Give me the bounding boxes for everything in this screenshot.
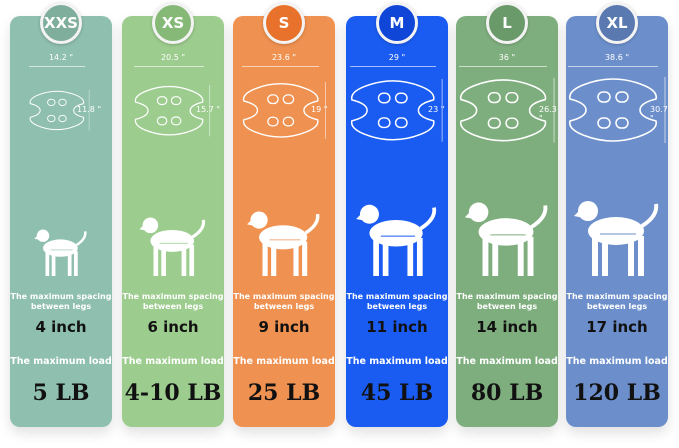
dog-silhouette-icon bbox=[574, 201, 659, 276]
size-badge: XXS bbox=[40, 2, 82, 44]
dog-silhouette-icon bbox=[356, 204, 437, 276]
load-label: The maximum load bbox=[10, 356, 112, 367]
load-value: 45 LB bbox=[360, 380, 434, 406]
load-label: The maximum load bbox=[346, 356, 448, 367]
width-dimension-line bbox=[134, 66, 204, 67]
size-badge: S bbox=[263, 2, 305, 44]
harness-height-label: 11.8 " bbox=[77, 105, 102, 114]
spacing-value: 14 inch bbox=[476, 318, 538, 336]
harness-outline-icon bbox=[242, 82, 326, 139]
load-value: 4-10 LB bbox=[124, 380, 222, 406]
load-label: The maximum load bbox=[566, 356, 668, 367]
harness-height-label: 19 " bbox=[311, 105, 328, 114]
width-dimension-line bbox=[459, 66, 547, 67]
load-label: The maximum load bbox=[233, 356, 335, 367]
size-badge: XL bbox=[596, 2, 638, 44]
width-dimension-line bbox=[568, 66, 658, 67]
width-dimension-line bbox=[242, 66, 319, 67]
width-dimension-line bbox=[29, 66, 85, 67]
spacing-label: The maximum spacing between legs bbox=[233, 292, 335, 311]
harness-width-label: 36 " bbox=[498, 53, 516, 62]
load-value: 25 LB bbox=[247, 380, 321, 406]
size-card-xs: XS 20.5 " 15.7 " The maximum spacing bet… bbox=[122, 2, 224, 427]
dog-silhouette-icon bbox=[247, 211, 320, 276]
harness-height-label: 30.7 " bbox=[650, 105, 668, 123]
harness-width-label: 20.5 " bbox=[160, 53, 186, 62]
spacing-label: The maximum spacing between legs bbox=[10, 292, 112, 311]
load-value: 5 LB bbox=[32, 380, 90, 406]
dog-silhouette-icon bbox=[34, 229, 87, 276]
harness-outline-icon bbox=[459, 78, 555, 143]
load-label: The maximum load bbox=[122, 356, 224, 367]
harness-width-label: 38.6 " bbox=[604, 53, 630, 62]
size-card-xl: XL 38.6 " 30.7 " The maximum spacing bet… bbox=[566, 2, 668, 427]
harness-width-label: 14.2 " bbox=[48, 53, 74, 62]
load-label: The maximum load bbox=[456, 356, 558, 367]
width-dimension-line bbox=[350, 66, 436, 67]
size-card-l: L 36 " 26.3 " The maximum spacing betwee… bbox=[456, 2, 558, 427]
harness-height-label: 26.3 " bbox=[539, 105, 557, 123]
spacing-value: 6 inch bbox=[147, 318, 199, 336]
size-badge: XS bbox=[152, 2, 194, 44]
size-badge: M bbox=[376, 2, 418, 44]
size-card-s: S 23.6 " 19 " The maximum spacing betwee… bbox=[233, 2, 335, 427]
dog-silhouette-icon bbox=[139, 217, 206, 276]
harness-outline-icon bbox=[134, 85, 211, 137]
harness-height-label: 15.7 " bbox=[196, 105, 221, 114]
size-badge: L bbox=[486, 2, 528, 44]
spacing-label: The maximum spacing between legs bbox=[566, 292, 668, 311]
harness-outline-icon bbox=[350, 79, 443, 142]
load-value: 80 LB bbox=[470, 380, 544, 406]
harness-width-label: 29 " bbox=[388, 53, 406, 62]
spacing-value: 11 inch bbox=[366, 318, 428, 336]
size-card-m: M 29 " 23 " The maximum spacing between … bbox=[346, 2, 448, 427]
load-value: 120 LB bbox=[573, 380, 661, 406]
spacing-label: The maximum spacing between legs bbox=[122, 292, 224, 311]
size-card-xxs: XXS 14.2 " 11.8 " The maximum spacing be… bbox=[10, 2, 112, 427]
dog-silhouette-icon bbox=[464, 202, 548, 276]
harness-height-label: 23 " bbox=[428, 105, 445, 114]
harness-outline-icon bbox=[29, 90, 90, 131]
spacing-label: The maximum spacing between legs bbox=[346, 292, 448, 311]
spacing-label: The maximum spacing between legs bbox=[456, 292, 558, 311]
harness-width-label: 23.6 " bbox=[271, 53, 297, 62]
spacing-value: 4 inch bbox=[35, 318, 87, 336]
harness-outline-icon bbox=[568, 77, 666, 143]
spacing-value: 17 inch bbox=[586, 318, 648, 336]
spacing-value: 9 inch bbox=[258, 318, 310, 336]
